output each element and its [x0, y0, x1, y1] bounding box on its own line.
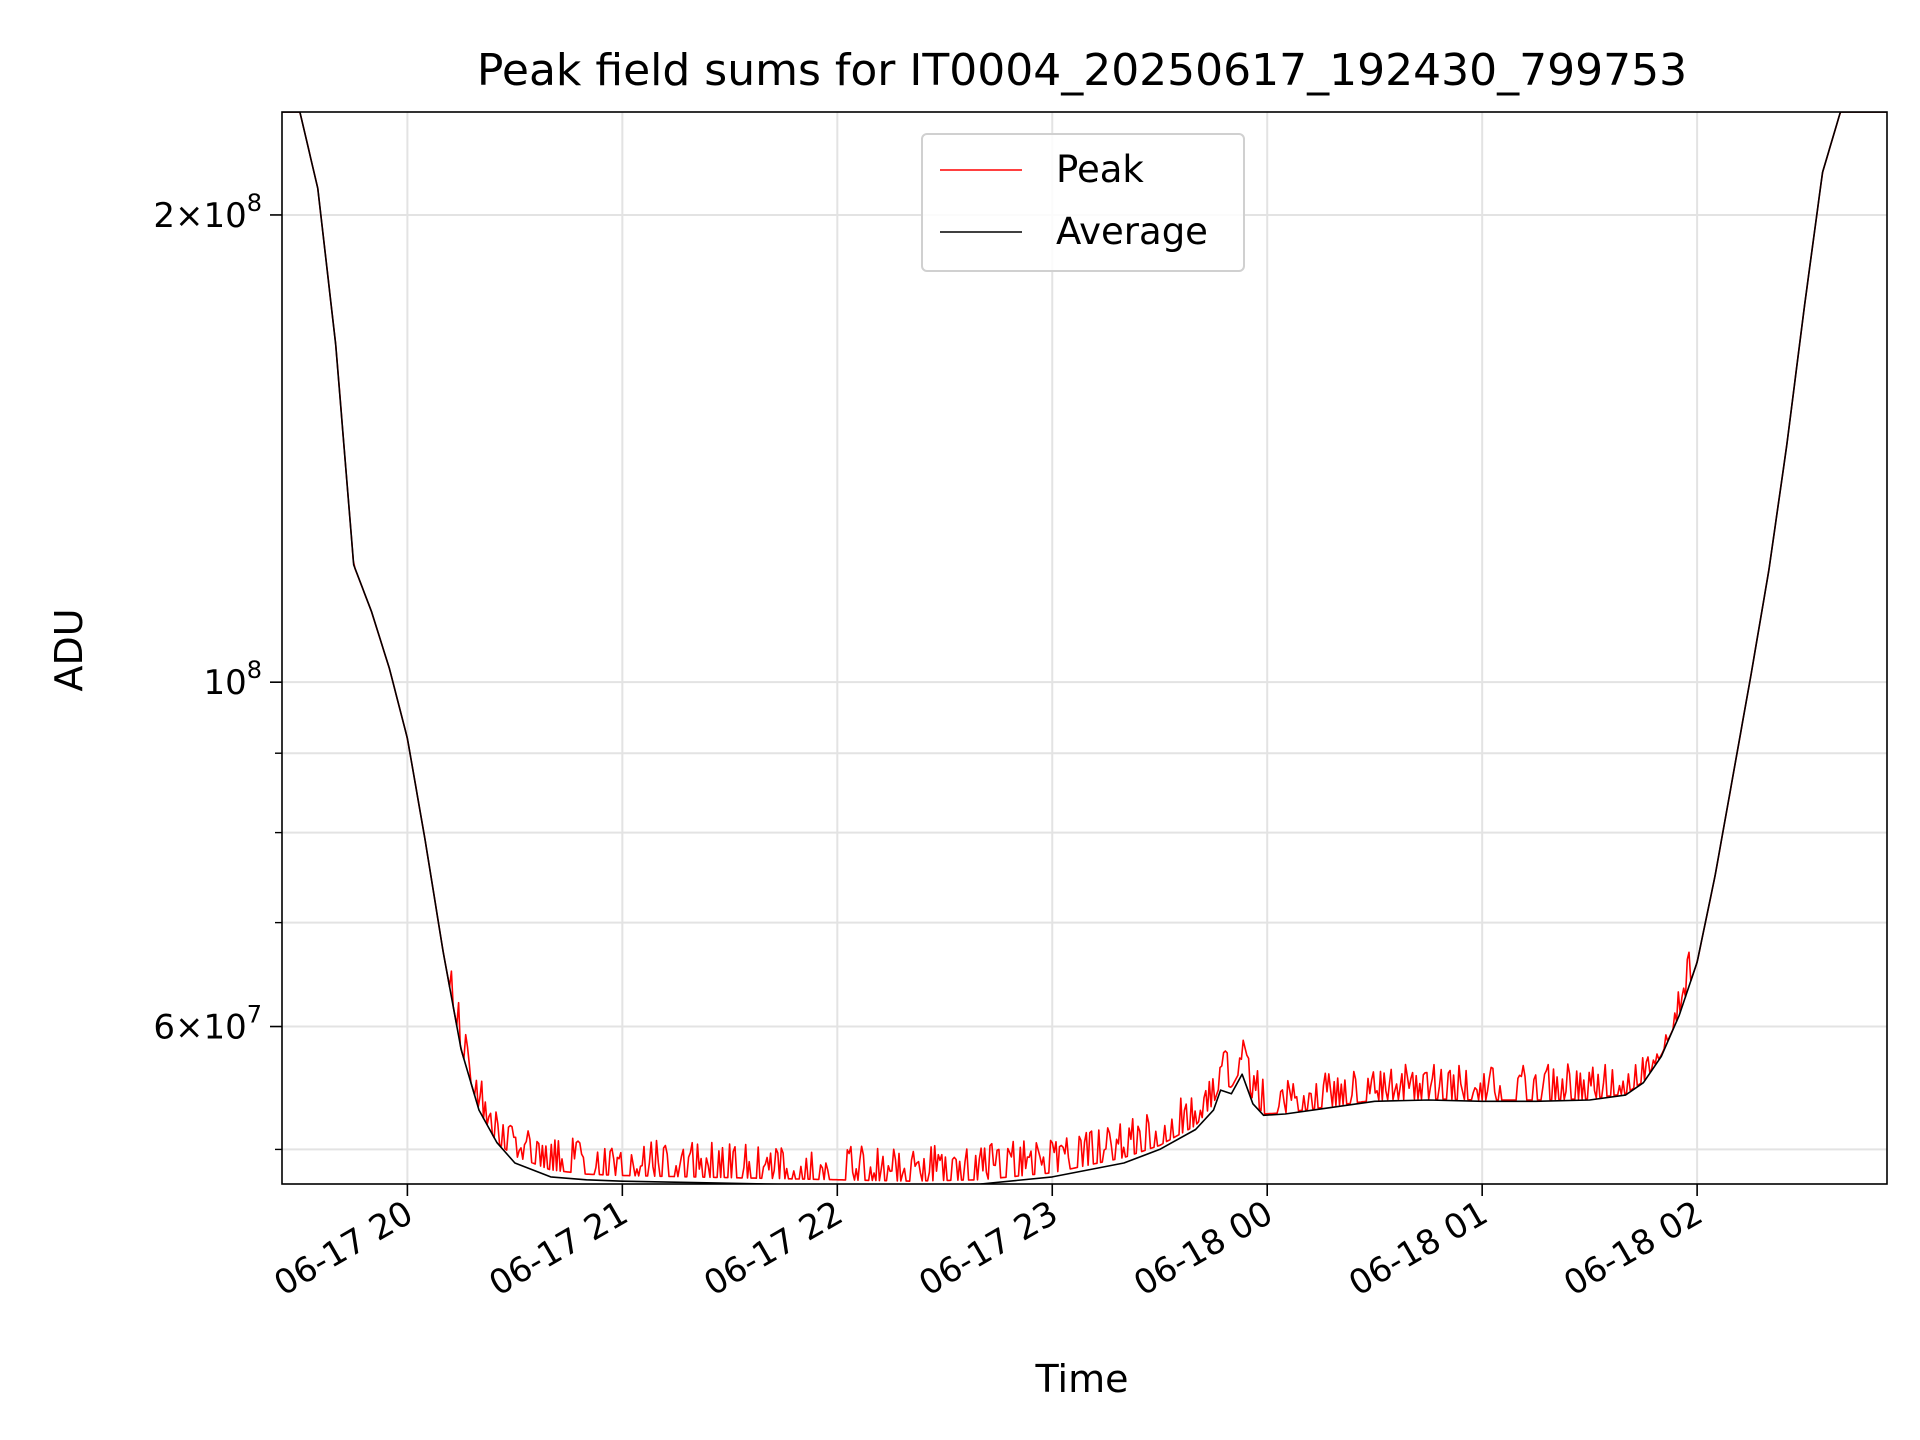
series-line-average [282, 112, 1887, 1184]
y-tick-label: 6×107 [153, 1001, 262, 1048]
x-axis-label: Time [1035, 1357, 1129, 1401]
chart-title: Peak field sums for IT0004_20250617_1924… [477, 45, 1687, 96]
y-axis: 6×107 108 2×108 [153, 189, 282, 1151]
y-axis-label: ADU [47, 608, 91, 691]
legend-label-peak: Peak [1056, 148, 1144, 191]
legend-label-average: Average [1056, 210, 1208, 253]
series-line-peak [282, 112, 1887, 1182]
legend: Peak Average [921, 133, 1245, 272]
y-tick-label: 108 [203, 656, 262, 703]
legend-box [921, 133, 1245, 272]
series-layer [282, 112, 1887, 1184]
y-tick-label: 2×108 [153, 189, 262, 236]
plot-frame [281, 111, 1888, 1185]
